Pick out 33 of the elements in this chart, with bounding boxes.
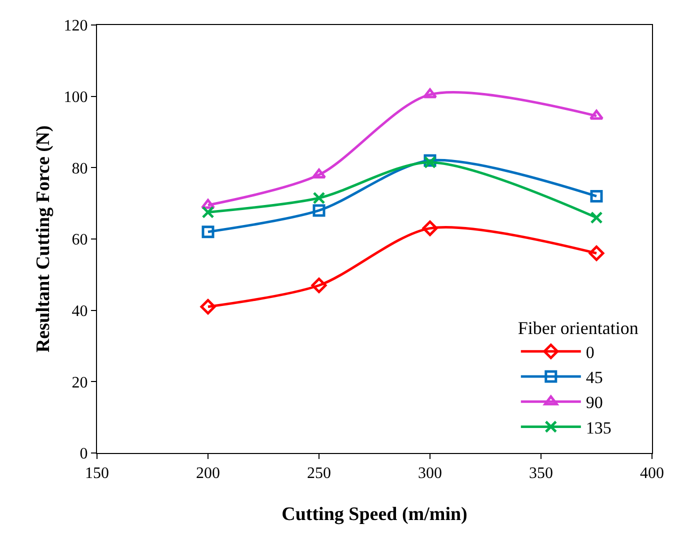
x-tick-label: 250 [307,465,331,482]
point [590,190,603,202]
point [589,110,604,120]
y-tick-label: 120 [64,18,88,35]
y-axis-title: Resultant Cutting Force (N) [33,125,54,353]
point [312,192,326,204]
x-tick-label: 350 [529,465,553,482]
point [311,278,327,294]
point [312,204,326,217]
y-tick-label: 100 [64,88,88,106]
x-tick-label: 400 [640,465,664,482]
point [200,299,216,315]
legend-label: 90 [586,393,603,412]
y-tick-label: 80 [72,160,88,178]
legend-label: 45 [586,368,603,388]
point [422,88,438,98]
point [422,220,438,236]
y-tick-label: 0 [80,446,88,463]
point [590,211,603,224]
x-tick-label: 200 [196,465,220,482]
x-axis-title: Cutting Speed (m/min) [282,504,468,525]
y-tick-label: 20 [72,374,88,392]
x-tick-label: 300 [418,465,442,482]
y-tick-label: 40 [72,302,88,320]
point [588,246,604,262]
point [312,168,326,179]
point [202,226,214,238]
y-tick-label: 60 [72,232,88,249]
legend-label: 0 [586,343,594,362]
legend-title: Fiber orientation [518,318,638,338]
legend-label: 135 [586,418,612,438]
point [202,206,214,218]
x-tick-label: 150 [85,465,109,482]
